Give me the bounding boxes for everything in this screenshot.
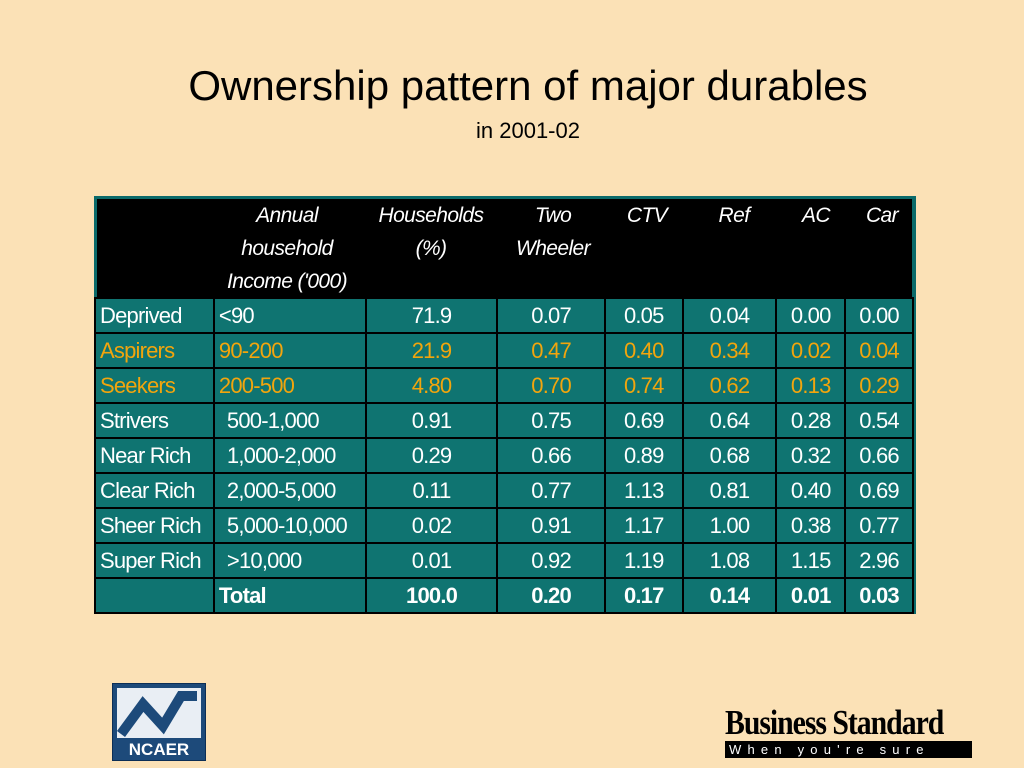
cell-category: Strivers [94, 402, 215, 439]
cell-income: 2,000-5,000 [212, 472, 367, 509]
cell-car: 0.54 [844, 402, 914, 439]
cell-category: Super Rich [94, 542, 215, 579]
cell-ref: 0.68 [681, 437, 778, 474]
cell-two-wheeler: 0.92 [496, 542, 606, 579]
header-two-wheeler: Two Wheeler [516, 204, 591, 260]
cell-ctv: 1.17 [603, 507, 684, 544]
cell-two-wheeler: 0.70 [496, 367, 606, 404]
cell-households: 71.9 [364, 297, 499, 334]
cell-category: Clear Rich [94, 472, 215, 509]
cell-ac: 0.01 [775, 577, 847, 614]
cell-ref: 1.08 [681, 542, 778, 579]
cell-category: Seekers [94, 367, 215, 404]
cell-category: Near Rich [94, 437, 215, 474]
header-income: Annual household Income ('000) [227, 204, 348, 293]
header-car: Car [865, 204, 899, 227]
cell-households: 4.80 [364, 367, 499, 404]
cell-ctv: 0.17 [603, 577, 684, 614]
header-ref: Ref [718, 204, 750, 227]
cell-car: 0.69 [844, 472, 914, 509]
cell-ac: 0.13 [775, 367, 847, 404]
cell-ctv: 0.40 [603, 332, 684, 369]
ownership-table: Annual household Income ('000) Household… [94, 196, 916, 614]
cell-ref: 0.34 [681, 332, 778, 369]
table-row: Near Rich 1,000-2,000 0.29 0.66 0.89 0.6… [94, 437, 914, 474]
cell-income: 500-1,000 [212, 402, 367, 439]
data-grid: Deprived <90 71.9 0.07 0.05 0.04 0.00 0.… [94, 297, 914, 614]
cell-category: Deprived [94, 297, 215, 334]
cell-income: 5,000-10,000 [212, 507, 367, 544]
cell-households: 0.11 [364, 472, 499, 509]
cell-car: 0.29 [844, 367, 914, 404]
cell-ref: 0.64 [681, 402, 778, 439]
cell-ac: 0.02 [775, 332, 847, 369]
cell-ctv: 1.13 [603, 472, 684, 509]
cell-income: 200-500 [212, 367, 367, 404]
cell-households: 0.91 [364, 402, 499, 439]
table-header: Annual household Income ('000) Household… [97, 199, 912, 297]
cell-households: 0.01 [364, 542, 499, 579]
cell-category: Aspirers [94, 332, 215, 369]
table-row: Clear Rich 2,000-5,000 0.11 0.77 1.13 0.… [94, 472, 914, 509]
cell-two-wheeler: 0.91 [496, 507, 606, 544]
cell-two-wheeler: 0.66 [496, 437, 606, 474]
header-ctv: CTV [626, 204, 668, 227]
cell-car: 0.00 [844, 297, 914, 334]
cell-ac: 1.15 [775, 542, 847, 579]
table-row: Aspirers 90-200 21.9 0.47 0.40 0.34 0.02… [94, 332, 914, 369]
cell-ref: 0.81 [681, 472, 778, 509]
ncaer-logo: NCAER [112, 683, 206, 761]
cell-car: 0.04 [844, 332, 914, 369]
cell-ac: 0.32 [775, 437, 847, 474]
cell-ref: 0.04 [681, 297, 778, 334]
cell-ac: 0.40 [775, 472, 847, 509]
header-households: Households (%) [378, 204, 485, 260]
cell-two-wheeler: 0.77 [496, 472, 606, 509]
ncaer-logo-mark: NCAER [113, 684, 205, 760]
cell-income: 90-200 [212, 332, 367, 369]
cell-income: >10,000 [212, 542, 367, 579]
cell-car: 2.96 [844, 542, 914, 579]
cell-ref: 1.00 [681, 507, 778, 544]
cell-two-wheeler: 0.07 [496, 297, 606, 334]
cell-households: 21.9 [364, 332, 499, 369]
cell-households: 0.29 [364, 437, 499, 474]
cell-category: Sheer Rich [94, 507, 215, 544]
cell-car: 0.77 [844, 507, 914, 544]
cell-ac: 0.38 [775, 507, 847, 544]
cell-income: <90 [212, 297, 367, 334]
cell-ctv: 0.89 [603, 437, 684, 474]
ncaer-text: NCAER [129, 740, 189, 759]
cell-households: 0.02 [364, 507, 499, 544]
cell-car: 0.03 [844, 577, 914, 614]
cell-ctv: 0.05 [603, 297, 684, 334]
cell-ctv: 1.19 [603, 542, 684, 579]
business-standard-wordmark: Business Standard [725, 703, 944, 742]
cell-ref: 0.14 [681, 577, 778, 614]
cell-ctv: 0.74 [603, 367, 684, 404]
cell-category [94, 577, 215, 614]
table-row-total: Total 100.0 0.20 0.17 0.14 0.01 0.03 [94, 577, 914, 614]
cell-two-wheeler: 0.20 [496, 577, 606, 614]
cell-two-wheeler: 0.47 [496, 332, 606, 369]
table-row: Seekers 200-500 4.80 0.70 0.74 0.62 0.13… [94, 367, 914, 404]
table-row: Strivers 500-1,000 0.91 0.75 0.69 0.64 0… [94, 402, 914, 439]
header-ac: AC [802, 204, 831, 227]
cell-ref: 0.62 [681, 367, 778, 404]
cell-households: 100.0 [364, 577, 499, 614]
table-row: Super Rich >10,000 0.01 0.92 1.19 1.08 1… [94, 542, 914, 579]
table-row: Deprived <90 71.9 0.07 0.05 0.04 0.00 0.… [94, 297, 914, 334]
cell-two-wheeler: 0.75 [496, 402, 606, 439]
cell-income: Total [212, 577, 367, 614]
slide-title: Ownership pattern of major durables [188, 62, 868, 109]
business-standard-logo: Business Standard When you're sure [725, 705, 972, 760]
cell-car: 0.66 [844, 437, 914, 474]
cell-ctv: 0.69 [603, 402, 684, 439]
slide-subtitle: in 2001-02 [476, 118, 580, 143]
table-row: Sheer Rich 5,000-10,000 0.02 0.91 1.17 1… [94, 507, 914, 544]
cell-ac: 0.28 [775, 402, 847, 439]
cell-ac: 0.00 [775, 297, 847, 334]
business-standard-tagline: When you're sure [725, 741, 972, 758]
cell-income: 1,000-2,000 [212, 437, 367, 474]
